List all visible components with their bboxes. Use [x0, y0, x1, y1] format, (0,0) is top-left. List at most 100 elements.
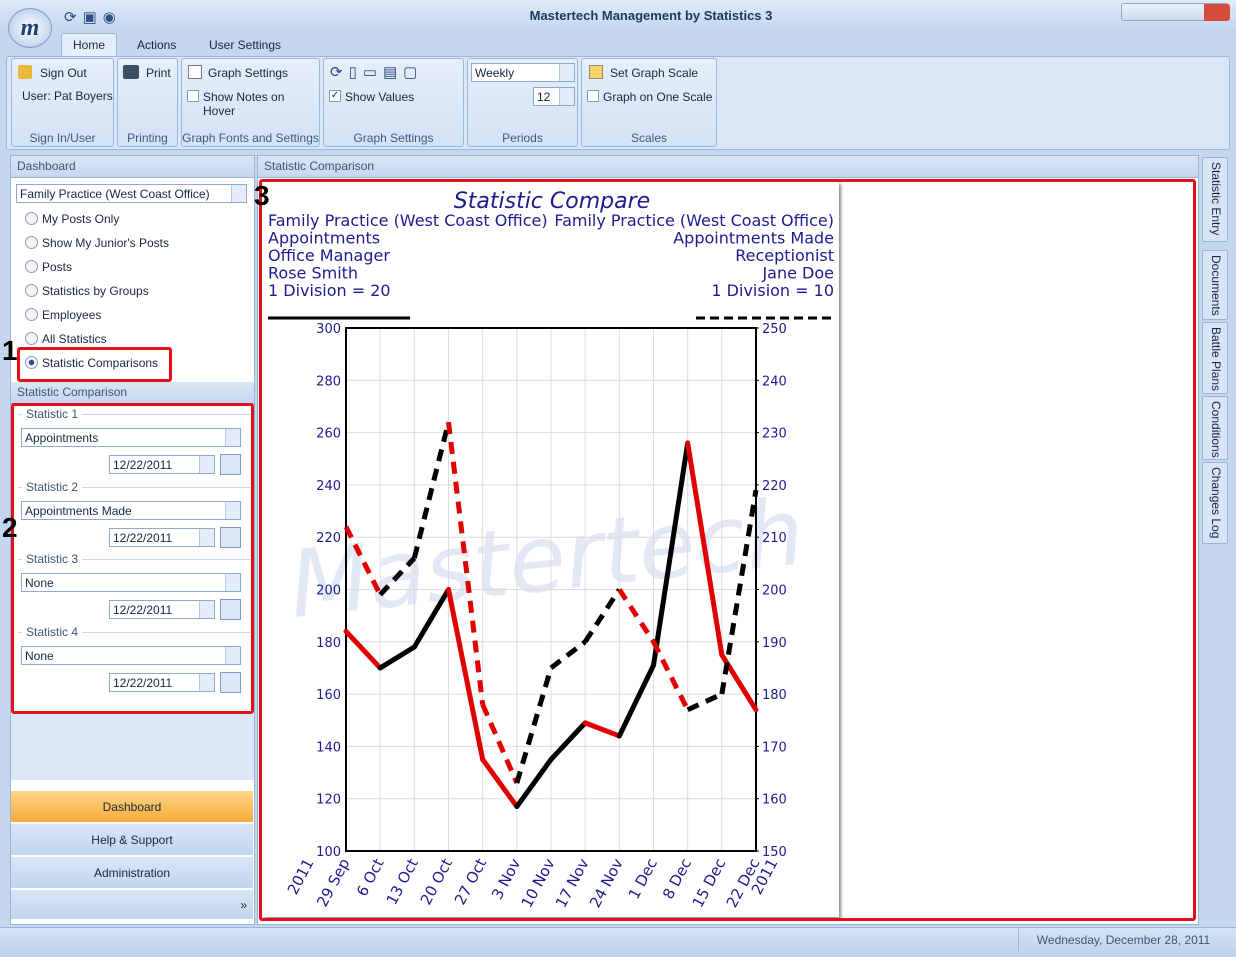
- series-segment: [480, 756, 520, 810]
- chart-title: Statistic Compare: [454, 189, 650, 214]
- radio-label[interactable]: Statistics by Groups: [42, 284, 149, 298]
- radio-button[interactable]: [25, 236, 38, 249]
- radio-label[interactable]: My Posts Only: [42, 212, 120, 226]
- series-segment: [549, 639, 587, 670]
- ribbon-group: Weekly 12 Periods: [467, 58, 578, 147]
- header-line: Appointments: [268, 229, 380, 248]
- group-label: Statistic 1: [22, 407, 83, 421]
- group-line: [18, 559, 250, 561]
- show-values-checkbox[interactable]: Show Values: [345, 90, 415, 104]
- calendar-button[interactable]: [220, 672, 241, 694]
- calendar-button[interactable]: [220, 599, 241, 621]
- date-picker[interactable]: 12/22/2011: [109, 455, 215, 474]
- side-tab[interactable]: Statistic Entry: [1202, 157, 1228, 242]
- series-segment: [582, 720, 622, 739]
- one-scale-checkbox[interactable]: Graph on One Scale: [603, 90, 713, 104]
- y-tick-label: 260: [316, 427, 341, 442]
- group-line: [18, 414, 250, 415]
- date-picker[interactable]: 12/22/2011: [109, 527, 215, 547]
- nav-button[interactable]: Dashboard: [11, 790, 253, 822]
- ribbon-group: Set Graph Scale Graph on One Scale Scale…: [581, 58, 717, 147]
- series-segment: [651, 440, 691, 668]
- y-tick-label: 240: [316, 479, 341, 494]
- y-tick-label: 200: [316, 584, 341, 599]
- series-segment: [548, 720, 588, 762]
- show-notes-checkbox[interactable]: Show Notes on Hover: [203, 90, 285, 118]
- series-segment: [446, 421, 486, 705]
- group-line: [18, 486, 250, 488]
- radio-label[interactable]: All Statistics: [42, 332, 107, 346]
- y2-tick-label: 190: [762, 636, 787, 651]
- graph-style-buttons[interactable]: ⟳▯▭▤▢: [330, 64, 424, 81]
- org-dropdown[interactable]: Family Practice (West Coast Office): [16, 184, 247, 203]
- radio-label[interactable]: Show My Junior's Posts: [42, 236, 170, 250]
- statistic-dropdown[interactable]: None: [21, 573, 241, 593]
- radio-button[interactable]: [25, 212, 38, 225]
- y-tick-label: 300: [316, 322, 341, 337]
- radio-label[interactable]: Employees: [42, 308, 102, 322]
- calendar-button[interactable]: [220, 454, 241, 475]
- series-segment: [480, 703, 520, 785]
- radio-button[interactable]: [25, 356, 38, 369]
- print-button[interactable]: Print: [146, 66, 171, 80]
- group-label: Scales: [630, 131, 668, 145]
- ribbon-group: Print Printing: [117, 58, 178, 147]
- statistic-dropdown[interactable]: Appointments Made: [21, 500, 241, 520]
- period-dropdown[interactable]: Weekly: [471, 63, 575, 82]
- radio-label[interactable]: Posts: [42, 260, 73, 274]
- app-button[interactable]: m: [8, 8, 52, 48]
- y-tick-label: 100: [316, 845, 341, 860]
- ribbon-tab[interactable]: User Settings: [209, 38, 282, 52]
- status-date: Wednesday, December 28, 2011: [1018, 929, 1228, 951]
- radio-label[interactable]: Statistic Comparisons: [42, 356, 159, 370]
- y-tick-label: 120: [316, 793, 341, 808]
- side-tab[interactable]: Battle Plans: [1202, 322, 1228, 394]
- group-label: Statistic 2: [22, 479, 83, 494]
- date-picker[interactable]: 12/22/2011: [109, 600, 215, 620]
- date-picker[interactable]: 12/22/2011: [109, 673, 215, 693]
- window-title: Mastertech Management by Statistics 3: [529, 8, 773, 23]
- nav-button[interactable]: Help & Support: [11, 823, 253, 855]
- series-segment: [411, 421, 451, 559]
- side-tab[interactable]: Changes Log: [1202, 462, 1228, 544]
- y-tick-label: 220: [316, 531, 341, 546]
- period-count[interactable]: 12: [533, 87, 575, 106]
- side-tab[interactable]: Documents: [1202, 250, 1228, 320]
- quick-access-toolbar[interactable]: ⟳▣◉: [64, 9, 122, 26]
- set-graph-scale-button[interactable]: Set Graph Scale: [610, 66, 699, 80]
- side-tab-label: Changes Log: [1209, 467, 1223, 539]
- window-controls[interactable]: [1121, 3, 1230, 21]
- nav-button[interactable]: Administration: [11, 856, 253, 888]
- y2-tick-label: 180: [762, 688, 787, 703]
- nav-overflow[interactable]: »: [11, 889, 253, 919]
- callout: 3: [254, 180, 270, 211]
- sign-out-button[interactable]: Sign Out: [40, 66, 87, 80]
- radio-button[interactable]: [25, 332, 38, 345]
- series-segment: [685, 440, 725, 658]
- statistic-dropdown[interactable]: None: [21, 646, 241, 666]
- callout: 1: [2, 335, 18, 366]
- y2-tick-label: 240: [762, 374, 787, 389]
- side-tab[interactable]: Conditions: [1202, 396, 1228, 460]
- ribbon-tab[interactable]: Actions: [137, 38, 177, 52]
- header-line: Jane Doe: [761, 264, 834, 283]
- ribbon-tab[interactable]: Home: [61, 33, 117, 57]
- y2-tick-label: 160: [762, 793, 787, 808]
- group-label: Sign In/User: [29, 131, 96, 145]
- series-segment: [377, 644, 417, 671]
- series-segment: [343, 525, 383, 596]
- graph-settings-button[interactable]: Graph Settings: [208, 66, 289, 80]
- highlight-box: [11, 403, 254, 714]
- plot-frame: [345, 327, 757, 852]
- radio-button[interactable]: [25, 260, 38, 273]
- radio-button[interactable]: [25, 308, 38, 321]
- calendar-button[interactable]: [220, 526, 241, 548]
- y-tick-label: 280: [316, 374, 341, 389]
- radio-button[interactable]: [25, 284, 38, 297]
- ribbon-group: ⟳▯▭▤▢ ✓ Show Values Graph Settings: [323, 58, 464, 147]
- series-segment: [446, 587, 486, 762]
- side-tab-label: Battle Plans: [1209, 327, 1223, 392]
- group-label: Statistic 3: [22, 552, 83, 567]
- statistic-dropdown[interactable]: Appointments: [21, 428, 241, 447]
